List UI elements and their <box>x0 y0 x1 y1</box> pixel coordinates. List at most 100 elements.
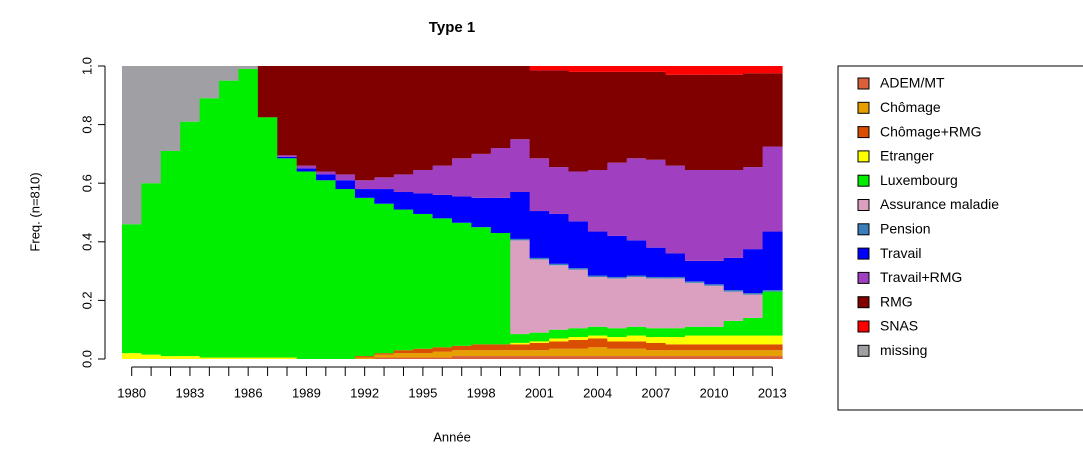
bar-segment <box>626 275 647 277</box>
bar-segment <box>432 165 453 195</box>
legend-label: Assurance maladie <box>880 196 999 212</box>
bar-segment <box>277 156 298 159</box>
bar-segment <box>529 158 550 212</box>
x-tick-label: 1983 <box>175 385 204 400</box>
bar-segment <box>393 66 414 175</box>
bar-segment <box>452 158 473 197</box>
bar-segment <box>704 284 725 286</box>
bar-segment <box>549 167 570 214</box>
bar-segment <box>743 317 764 336</box>
bar-segment <box>704 326 725 336</box>
bar-segment <box>743 66 764 74</box>
bar-segment <box>122 224 143 354</box>
bar-segment <box>160 356 181 359</box>
bar-segment <box>646 159 667 248</box>
bar-segment <box>452 196 473 223</box>
bar-segment <box>684 326 705 336</box>
bar-segment <box>549 66 570 71</box>
bar-segment <box>568 71 589 172</box>
bar-segment <box>646 278 667 329</box>
legend-box <box>837 65 1083 411</box>
bar-segment <box>665 253 686 277</box>
bar-segment <box>510 356 531 359</box>
bar-segment <box>646 356 667 359</box>
bar-segment <box>490 344 511 351</box>
bar-segment <box>568 328 589 338</box>
bar-segment <box>529 356 550 359</box>
bar-segment <box>743 293 764 295</box>
bar-segment <box>587 326 608 336</box>
bar-segment <box>316 171 337 175</box>
legend-swatch <box>857 101 870 114</box>
bar-segment <box>413 357 434 359</box>
bar-segment <box>723 290 744 292</box>
bar-segment <box>665 165 686 254</box>
bar-segment <box>452 356 473 359</box>
bar-segment <box>471 344 492 351</box>
bar-segment <box>549 338 570 342</box>
bar-segment <box>587 356 608 359</box>
bar-segment <box>646 337 667 343</box>
bar-segment <box>626 326 647 336</box>
x-tick-label: 2007 <box>641 385 670 400</box>
bar-segment <box>316 174 337 181</box>
x-tick-label: 1998 <box>467 385 496 400</box>
bar-segment <box>490 66 511 149</box>
x-axis-label: Année <box>433 429 471 444</box>
bar-segment <box>354 180 375 190</box>
legend-swatch <box>857 150 870 163</box>
bar-segment <box>510 350 531 357</box>
bar-segment <box>607 162 628 236</box>
bar-segment <box>723 320 744 336</box>
bar-segment <box>626 66 647 72</box>
bar-segment <box>704 335 725 345</box>
bar-segment <box>704 260 725 285</box>
bar-segment <box>665 328 686 338</box>
bar-segment <box>704 344 725 351</box>
legend-swatch <box>857 344 870 357</box>
legend-swatch <box>857 77 870 90</box>
bar-segment <box>704 285 725 327</box>
bar-segment <box>374 354 395 358</box>
bar-segment <box>413 348 434 354</box>
bar-segment <box>568 337 589 340</box>
legend-swatch <box>857 271 870 284</box>
bar-segment <box>743 73 764 168</box>
bar-segment <box>723 74 744 171</box>
bar-segment <box>277 158 298 358</box>
bar-segment <box>549 263 570 266</box>
bar-segment <box>762 231 783 291</box>
bar-segment <box>549 70 570 168</box>
bar-segment <box>665 276 686 279</box>
bar-segment <box>568 348 589 357</box>
bar-segment <box>199 66 220 99</box>
bar-segment <box>354 66 375 181</box>
legend-swatch <box>857 126 870 139</box>
bar-segment <box>529 342 550 351</box>
y-tick-label: 0.2 <box>79 291 94 309</box>
bar-segment <box>549 356 570 359</box>
bar-segment <box>471 197 492 228</box>
bar-segment <box>762 290 783 292</box>
bar-segment <box>723 66 744 75</box>
bar-segment <box>607 278 628 329</box>
bar-segment <box>316 180 337 359</box>
bar-segment <box>510 238 531 241</box>
legend-swatch <box>857 199 870 211</box>
bar-segment <box>607 337 628 342</box>
bar-segment <box>626 158 647 241</box>
bar-segment <box>607 71 628 163</box>
y-tick-label: 0.6 <box>79 174 94 192</box>
bar-segment <box>684 335 705 345</box>
bar-segment <box>626 335 647 342</box>
bar-segment <box>393 191 414 210</box>
bar-segment <box>238 68 259 358</box>
bar-segment <box>374 189 395 204</box>
legend-label: missing <box>880 342 927 358</box>
bar-segment <box>180 66 201 122</box>
bar-segment <box>743 249 764 294</box>
bar-segment <box>587 66 608 72</box>
bar-segment <box>393 357 414 359</box>
bar-segment <box>432 194 453 219</box>
bar-segment <box>354 189 375 198</box>
